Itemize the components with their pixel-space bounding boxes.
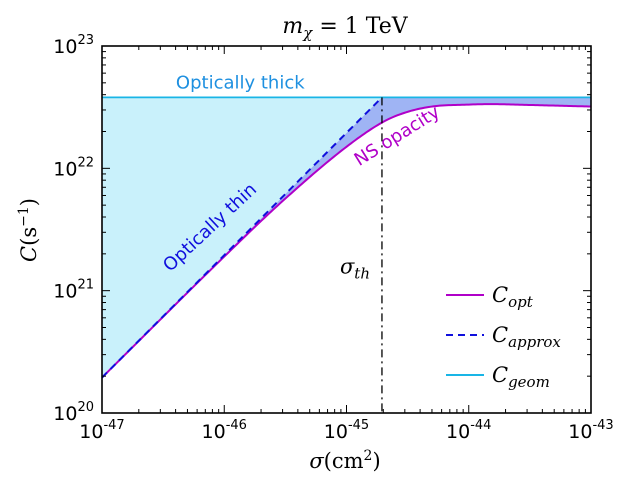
- legend-label-opt: Copt: [492, 283, 534, 311]
- y-tick-base: 10: [53, 281, 77, 303]
- x-tick-base: 10: [446, 421, 470, 443]
- legend-label-subscript: approx: [508, 333, 561, 351]
- threshold-label: σth: [340, 255, 370, 283]
- y-tick-exponent: 23: [77, 33, 94, 48]
- x-axis-symbol: σ: [309, 449, 324, 473]
- x-axis-unit: (cm: [324, 449, 364, 473]
- y-tick-exponent: 22: [77, 155, 94, 170]
- y-tick-exponent: 21: [77, 278, 94, 293]
- threshold-symbol: σ: [340, 255, 355, 279]
- x-tick-label: 10-43: [568, 418, 613, 443]
- y-axis-close: ): [17, 198, 41, 206]
- y-tick-label: 1020: [53, 400, 94, 425]
- x-tick-label: 10-46: [202, 418, 247, 443]
- legend-label-geom: Cgeom: [492, 363, 550, 391]
- x-tick-base: 10: [79, 421, 103, 443]
- title-symbol: m: [282, 14, 303, 39]
- y-tick-label: 1021: [53, 278, 94, 303]
- legend-label-main: C: [492, 283, 508, 307]
- threshold-subscript: th: [354, 265, 370, 283]
- legend-label-subscript: opt: [508, 293, 534, 311]
- x-tick-exponent: -43: [592, 418, 613, 433]
- legend-label-main: C: [492, 363, 508, 387]
- y-axis-exponent: −1: [16, 206, 32, 227]
- thin-region-fill: [102, 97, 382, 378]
- x-tick-label: 10-45: [324, 418, 369, 443]
- chart-title: mχ = 1 TeV: [282, 14, 408, 42]
- x-axis-close: ): [372, 449, 380, 473]
- legend-label-approx: Capprox: [492, 323, 561, 351]
- x-tick-exponent: -44: [470, 418, 491, 433]
- y-tick-base: 10: [53, 158, 77, 180]
- x-tick-label: 10-44: [446, 418, 491, 443]
- y-tick-label: 1022: [53, 155, 94, 180]
- x-tick-base: 10: [324, 421, 348, 443]
- y-axis-label: C(s−1): [16, 198, 41, 262]
- y-axis-unit: (s: [17, 227, 41, 246]
- x-tick-exponent: -46: [226, 418, 247, 433]
- y-tick-base: 10: [53, 36, 77, 58]
- x-tick-exponent: -47: [103, 418, 124, 433]
- x-axis-label: σ(cm2): [309, 448, 380, 473]
- legend-label-main: C: [492, 323, 508, 347]
- title-subscript: χ: [302, 24, 313, 42]
- y-tick-exponent: 20: [77, 400, 94, 415]
- x-tick-base: 10: [568, 421, 592, 443]
- x-axis-exponent: 2: [364, 448, 373, 464]
- legend-label-subscript: geom: [508, 373, 550, 391]
- optically-thick-label: Optically thick: [176, 72, 305, 93]
- y-tick-base: 10: [53, 403, 77, 425]
- y-tick-label: 1023: [53, 33, 94, 58]
- x-tick-base: 10: [202, 421, 226, 443]
- y-axis-symbol: C: [17, 246, 41, 262]
- series-line-c-approx: [101, 96, 383, 379]
- title-rest: = 1 TeV: [312, 14, 408, 39]
- x-tick-exponent: -45: [348, 418, 369, 433]
- x-tick-label: 10-47: [79, 418, 124, 443]
